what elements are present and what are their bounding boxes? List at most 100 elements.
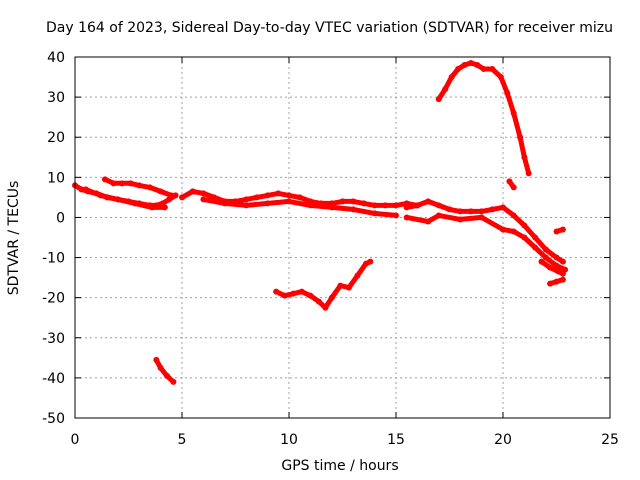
- data-point: [328, 294, 335, 301]
- data-layer: [72, 60, 569, 385]
- y-tick-label: -40: [42, 371, 65, 387]
- data-point: [559, 226, 566, 233]
- data-point: [510, 228, 517, 235]
- data-point: [273, 288, 280, 295]
- y-tick-label: -30: [42, 331, 65, 347]
- data-point: [510, 184, 517, 191]
- data-point: [264, 192, 271, 199]
- data-point: [221, 200, 228, 207]
- data-point: [553, 228, 560, 235]
- data-point: [442, 86, 449, 93]
- y-tick-label: 0: [56, 210, 65, 226]
- data-point: [114, 196, 121, 203]
- chart-title: Day 164 of 2023, Sidereal Day-to-day VTE…: [46, 20, 613, 36]
- data-point: [189, 188, 196, 195]
- data-point: [315, 298, 322, 305]
- data-point: [345, 284, 352, 291]
- data-point: [525, 170, 532, 177]
- data-point: [393, 202, 399, 209]
- data-point: [489, 206, 496, 213]
- data-point: [82, 186, 89, 193]
- series-segment-20.5: [506, 178, 517, 191]
- data-point: [504, 90, 511, 97]
- data-point: [542, 254, 549, 261]
- data-point: [172, 192, 179, 199]
- data-point: [161, 204, 168, 211]
- x-tick-label: 10: [280, 432, 298, 448]
- x-tick-label: 0: [71, 432, 80, 448]
- data-point: [461, 62, 468, 69]
- data-point: [281, 292, 288, 299]
- y-tick-label: -20: [42, 291, 65, 307]
- y-axis-label: SDTVAR / TECUs: [6, 181, 22, 296]
- x-tick-label: 25: [601, 432, 619, 448]
- y-tick-label: -10: [42, 251, 65, 267]
- data-point: [414, 202, 421, 209]
- data-point: [474, 62, 481, 69]
- y-tick-label: 10: [47, 170, 65, 186]
- series-arc-high: [435, 60, 532, 177]
- data-point: [157, 364, 164, 371]
- data-point: [403, 204, 410, 211]
- data-point: [275, 190, 282, 197]
- data-point: [448, 74, 455, 81]
- data-point: [455, 66, 462, 73]
- data-point: [253, 194, 260, 201]
- data-point: [542, 246, 549, 253]
- data-point: [559, 270, 566, 277]
- series-band-right: [403, 198, 566, 265]
- data-point: [264, 200, 271, 207]
- x-tick-label: 5: [178, 432, 187, 448]
- data-point: [478, 208, 485, 215]
- data-point: [307, 202, 314, 209]
- series-segment-small-right: [553, 226, 566, 235]
- data-point: [170, 378, 177, 385]
- y-tick-label: 40: [47, 50, 65, 66]
- data-point: [435, 202, 442, 209]
- x-tick-label: 20: [494, 432, 512, 448]
- data-point: [328, 204, 335, 211]
- data-point: [506, 178, 513, 185]
- series-band-right-lower: [403, 212, 569, 273]
- data-point: [371, 202, 378, 209]
- data-point: [367, 258, 374, 265]
- data-point: [553, 262, 560, 269]
- data-point: [243, 202, 250, 209]
- data-point: [478, 214, 485, 221]
- series-line: [404, 198, 566, 265]
- data-point: [497, 74, 504, 81]
- data-point: [435, 96, 442, 103]
- data-point: [286, 198, 292, 205]
- data-point: [521, 234, 528, 241]
- series-band-left-lower: [82, 186, 168, 211]
- data-point: [296, 194, 303, 201]
- data-point: [517, 134, 524, 141]
- series-band-left-arc: [101, 176, 175, 199]
- data-point: [553, 278, 560, 285]
- data-point: [153, 356, 160, 363]
- data-point: [110, 180, 117, 187]
- data-point: [393, 212, 399, 219]
- data-point: [200, 196, 207, 203]
- data-point: [467, 60, 474, 67]
- data-point: [480, 66, 487, 73]
- series-segment-dip: [153, 356, 177, 385]
- data-point: [350, 198, 357, 205]
- data-point: [337, 282, 344, 289]
- data-point: [521, 154, 528, 161]
- data-point: [136, 182, 143, 189]
- data-point: [350, 206, 357, 213]
- x-axis-label: GPS time / hours: [281, 458, 398, 474]
- data-point: [149, 204, 156, 211]
- data-point: [521, 222, 528, 229]
- data-point: [101, 176, 108, 183]
- y-tick-label: 30: [47, 90, 65, 106]
- data-point: [510, 110, 517, 117]
- data-point: [403, 214, 410, 221]
- series-line: [200, 196, 399, 218]
- data-point: [200, 190, 207, 197]
- data-point: [307, 292, 314, 299]
- data-point: [532, 234, 539, 241]
- data-point: [97, 192, 104, 199]
